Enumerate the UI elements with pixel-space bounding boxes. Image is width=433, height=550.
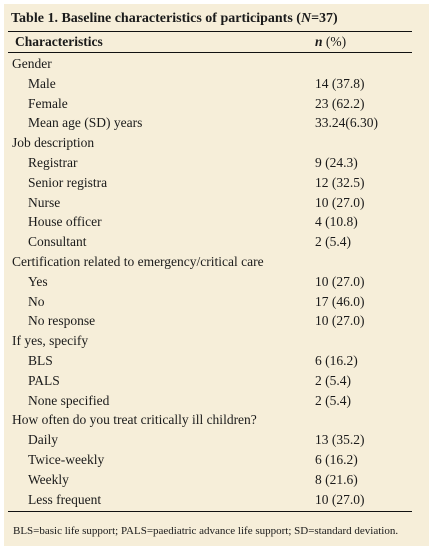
row-value: 10 (27.0) bbox=[315, 491, 365, 507]
row-label: Less frequent bbox=[28, 491, 102, 507]
row-value: 2 (5.4) bbox=[315, 392, 351, 408]
table-category-row: How often do you treat critically ill ch… bbox=[4, 410, 429, 430]
table-category-row: Job description bbox=[4, 133, 429, 153]
table-category-row: Gender bbox=[4, 54, 429, 74]
row-value: 2 (5.4) bbox=[315, 234, 351, 250]
row-value: 23 (62.2) bbox=[315, 95, 365, 111]
row-value: 33.24(6.30) bbox=[315, 115, 378, 131]
row-label: None specified bbox=[28, 392, 110, 408]
row-value: 6 (16.2) bbox=[315, 353, 358, 368]
row-value: 8 (21.6) bbox=[315, 471, 358, 487]
table-row: Registrar 9 (24.3) bbox=[4, 153, 429, 173]
row-label: Senior registra bbox=[28, 174, 108, 190]
table-category-row: Certification related to emergency/criti… bbox=[4, 252, 429, 272]
row-value: 2 (5.4) bbox=[315, 372, 351, 388]
row-value: 10 (27.0) bbox=[315, 273, 365, 289]
row-label: No response bbox=[28, 313, 96, 329]
table-row: BLS 6 (16.2) bbox=[4, 351, 429, 371]
table-row: House officer 4 (10.8) bbox=[4, 212, 429, 232]
table-footnote: BLS=basic life support; PALS=paediatric … bbox=[13, 525, 399, 537]
table-title-prefix: Table 1. Baseline characteristics of par… bbox=[11, 11, 301, 26]
row-label: Male bbox=[28, 75, 56, 91]
table-header: Characteristics n (%) bbox=[4, 32, 429, 52]
row-label: BLS bbox=[28, 353, 53, 368]
baseline-characteristics-table: Table 1. Baseline characteristics of par… bbox=[4, 4, 429, 546]
row-label: Consultant bbox=[28, 234, 87, 250]
column-header-characteristics: Characteristics bbox=[15, 34, 103, 49]
category-label: If yes, specify bbox=[12, 333, 89, 349]
row-value: 4 (10.8) bbox=[315, 214, 358, 230]
column-header-n-percent: n (%) bbox=[315, 34, 346, 50]
table-row: No 17 (46.0) bbox=[4, 292, 429, 312]
table-row: Senior registra 12 (32.5) bbox=[4, 173, 429, 193]
table-row: Nurse 10 (27.0) bbox=[4, 193, 429, 213]
row-value: 9 (24.3) bbox=[315, 155, 358, 170]
column-header-percent: (%) bbox=[322, 34, 347, 49]
table-title-suffix: =37) bbox=[311, 11, 338, 26]
row-value: 10 (27.0) bbox=[315, 313, 365, 329]
table-row: Weekly 8 (21.6) bbox=[4, 470, 429, 490]
row-label: No bbox=[28, 293, 45, 309]
table-row: Mean age (SD) years 33.24(6.30) bbox=[4, 113, 429, 133]
table-row: Consultant 2 (5.4) bbox=[4, 232, 429, 252]
row-label: Weekly bbox=[28, 471, 69, 487]
row-label: Mean age (SD) years bbox=[28, 115, 143, 131]
table-title: Table 1. Baseline characteristics of par… bbox=[11, 11, 338, 27]
row-label: Yes bbox=[28, 273, 48, 289]
row-label: Female bbox=[28, 95, 68, 111]
category-label: Job description bbox=[12, 135, 95, 151]
row-label: Daily bbox=[28, 432, 58, 448]
table-row: Less frequent 10 (27.0) bbox=[4, 490, 429, 510]
row-label: PALS bbox=[28, 372, 60, 388]
row-label: Registrar bbox=[28, 155, 78, 170]
top-rule bbox=[8, 31, 412, 32]
table-row: Twice-weekly 6 (16.2) bbox=[4, 450, 429, 470]
table-row: Daily 13 (35.2) bbox=[4, 430, 429, 450]
table-title-n: N bbox=[300, 11, 312, 26]
table-row: PALS 2 (5.4) bbox=[4, 371, 429, 391]
category-label: Certification related to emergency/criti… bbox=[12, 254, 264, 269]
category-label: Gender bbox=[12, 56, 52, 71]
column-header-n: n bbox=[315, 34, 323, 49]
row-value: 6 (16.2) bbox=[315, 452, 358, 467]
table-row: Yes 10 (27.0) bbox=[4, 272, 429, 292]
table-row: Female 23 (62.2) bbox=[4, 94, 429, 114]
row-label: Nurse bbox=[28, 194, 61, 210]
header-rule bbox=[8, 52, 412, 53]
table-row: Male 14 (37.8) bbox=[4, 74, 429, 94]
table-row: No response 10 (27.0) bbox=[4, 311, 429, 331]
row-label: Twice-weekly bbox=[28, 452, 105, 467]
bottom-rule bbox=[8, 511, 412, 512]
row-value: 17 (46.0) bbox=[315, 293, 365, 309]
row-label: House officer bbox=[28, 214, 102, 230]
category-label: How often do you treat critically ill ch… bbox=[12, 412, 257, 428]
row-value: 10 (27.0) bbox=[315, 194, 365, 210]
row-value: 12 (32.5) bbox=[315, 174, 365, 190]
row-value: 14 (37.8) bbox=[315, 75, 365, 91]
row-value: 13 (35.2) bbox=[315, 432, 365, 448]
table-row: None specified 2 (5.4) bbox=[4, 391, 429, 411]
table-category-row: If yes, specify bbox=[4, 331, 429, 351]
